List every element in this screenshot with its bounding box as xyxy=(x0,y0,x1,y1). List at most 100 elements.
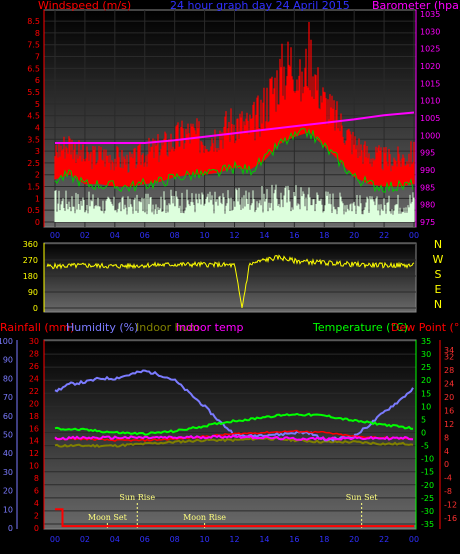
barometer-tick-label: 990 xyxy=(420,166,435,175)
compass-label: E xyxy=(435,283,442,296)
compass-label: N xyxy=(434,238,442,251)
dewpoint-tick-label: 28 xyxy=(444,366,454,375)
dewpoint-tick-label: -4 xyxy=(444,474,452,483)
hour-tick-label: 00 xyxy=(409,535,419,544)
indoor-humidity-series xyxy=(54,436,414,448)
temperature-tick-label: 15 xyxy=(421,389,431,398)
hour-tick-label: 04 xyxy=(110,535,120,544)
hour-tick-label: 16 xyxy=(289,535,299,544)
average-wind-series xyxy=(54,127,414,193)
windspeed-tick-label: 7 xyxy=(35,53,40,62)
wind-direction-series xyxy=(46,254,415,308)
temperature-tick-label: 20 xyxy=(421,376,431,385)
compass-label: S xyxy=(435,268,442,281)
hour-tick-label: 14 xyxy=(259,231,269,240)
legend-label: Dew Point (°C) xyxy=(391,321,460,334)
barometer-tick-label: 975 xyxy=(420,218,435,227)
rainfall-tick-label: 0 xyxy=(34,524,39,533)
temperature-tick-label: -20 xyxy=(421,481,434,490)
hour-tick-label: 02 xyxy=(80,535,90,544)
windspeed-tick-label: 8.5 xyxy=(27,17,40,26)
dewpoint-tick-label: -12 xyxy=(444,501,457,510)
temperature-tick-label: 10 xyxy=(421,402,431,411)
dewpoint-tick-label: 16 xyxy=(444,406,454,415)
rainfall-tick-label: 30 xyxy=(29,337,39,346)
rainfall-tick-label: 24 xyxy=(29,374,39,383)
dewpoint-tick-label: 8 xyxy=(444,433,449,442)
temperature-tick-label: -5 xyxy=(421,442,429,451)
temperature-tick-label: 35 xyxy=(421,337,431,346)
windspeed-tick-label: 2 xyxy=(35,171,40,180)
rainfall-tick-label: 22 xyxy=(29,387,39,396)
temperature-series xyxy=(54,412,414,436)
rainfall-tick-label: 2 xyxy=(34,512,39,521)
barometer-tick-label: 1015 xyxy=(420,79,440,88)
hour-tick-label: 08 xyxy=(170,535,180,544)
direction-tick-label: 0 xyxy=(33,304,38,313)
hour-tick-label: 00 xyxy=(50,231,60,240)
barometer-tick-label: 980 xyxy=(420,201,435,210)
windspeed-axis-label: Windspeed (m/s) xyxy=(38,0,131,12)
barometer-tick-label: 1010 xyxy=(420,97,440,106)
dewpoint-tick-label: 12 xyxy=(444,420,454,429)
legend-label: Temperature (°C) xyxy=(312,321,408,334)
rainfall-tick-label: 6 xyxy=(34,487,39,496)
windspeed-tick-label: 1.5 xyxy=(27,183,40,192)
dewpoint-tick-label: 20 xyxy=(444,393,454,402)
temperature-tick-label: -35 xyxy=(421,520,434,529)
hour-tick-label: 10 xyxy=(199,231,209,240)
temperature-tick-label: 30 xyxy=(421,350,431,359)
barometer-axis-label: Barometer (hpa) xyxy=(372,0,460,12)
rainfall-tick-label: 26 xyxy=(29,362,39,371)
legend-label: Rainfall (mm) xyxy=(0,321,74,334)
temperature-tick-label: -10 xyxy=(421,455,434,464)
gust-series xyxy=(54,22,415,187)
windspeed-tick-label: 0.5 xyxy=(27,206,40,215)
rainfall-tick-label: 4 xyxy=(34,499,39,508)
wind-baro-panel: Windspeed (m/s) 24 hour graph day 24 Apr… xyxy=(27,0,460,240)
humidity-tick-label: 70 xyxy=(3,393,13,402)
hour-tick-label: 12 xyxy=(229,231,239,240)
humidity-tick-label: 40 xyxy=(3,449,13,458)
hour-tick-label: 06 xyxy=(140,231,150,240)
dewpoint-tick-label: -16 xyxy=(444,514,457,523)
temp-humidity-panel: Rainfall (mm)Humidity (%)Indoor humIndoo… xyxy=(0,321,460,544)
barometer-tick-label: 1020 xyxy=(420,62,440,71)
dewpoint-tick-label: -8 xyxy=(444,487,452,496)
humidity-tick-label: 20 xyxy=(3,487,13,496)
dewpoint-tick-label: 32 xyxy=(444,353,454,362)
direction-tick-label: 360 xyxy=(23,240,38,249)
dewpoint-tick-label: 24 xyxy=(444,380,454,389)
windspeed-tick-label: 3 xyxy=(35,147,40,156)
temperature-tick-label: -15 xyxy=(421,468,434,477)
humidity-tick-label: 0 xyxy=(8,524,13,533)
windspeed-tick-label: 2.5 xyxy=(27,159,40,168)
barometer-tick-label: 1000 xyxy=(420,131,440,140)
chart-title: 24 hour graph day 24 April 2015 xyxy=(170,0,350,12)
compass-label: W xyxy=(433,253,444,266)
hour-tick-label: 22 xyxy=(379,535,389,544)
windspeed-tick-label: 4.5 xyxy=(27,112,40,121)
hour-tick-label: 00 xyxy=(409,231,419,240)
annotation-label: Moon Set xyxy=(88,513,128,522)
temperature-tick-label: 5 xyxy=(421,415,426,424)
direction-tick-label: 180 xyxy=(23,272,38,281)
hour-tick-label: 22 xyxy=(379,231,389,240)
rainfall-tick-label: 10 xyxy=(29,462,39,471)
hour-tick-label: 06 xyxy=(140,535,150,544)
hour-tick-label: 16 xyxy=(289,231,299,240)
windspeed-tick-label: 6.5 xyxy=(27,64,40,73)
hour-tick-label: 04 xyxy=(110,231,120,240)
hour-tick-label: 08 xyxy=(170,231,180,240)
humidity-tick-label: 90 xyxy=(3,356,13,365)
windspeed-tick-label: 3.5 xyxy=(27,135,40,144)
windspeed-tick-label: 6 xyxy=(35,76,40,85)
windspeed-tick-label: 0 xyxy=(35,218,40,227)
rainfall-series xyxy=(55,508,414,528)
humidity-tick-label: 30 xyxy=(3,468,13,477)
windspeed-tick-label: 5.5 xyxy=(27,88,40,97)
legend-label: Indoor temp xyxy=(176,321,243,334)
direction-tick-label: 90 xyxy=(28,288,38,297)
